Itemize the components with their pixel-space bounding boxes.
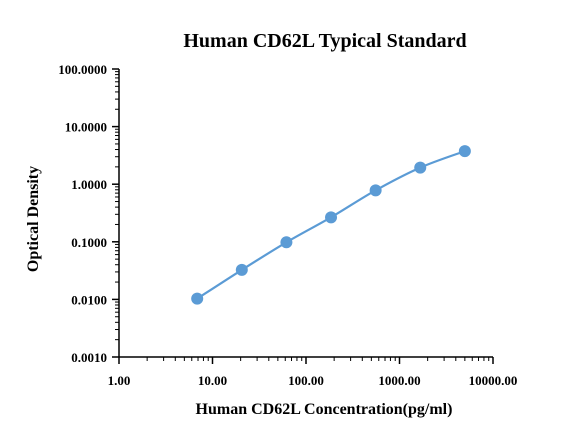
x-tick-label: 1000.00 [378,373,420,388]
fit-curve [196,150,466,300]
x-tick-label: 100.00 [288,373,324,388]
data-point [280,236,293,249]
data-point [191,292,204,305]
y-tick-label: 100.0000 [58,62,107,77]
y-tick-label: 0.0010 [71,350,107,365]
y-tick-label: 0.1000 [71,235,107,250]
y-tick-label: 0.0100 [71,292,107,307]
data-point [325,211,338,224]
x-tick-label: 10000.00 [469,373,518,388]
x-tick-label: 10.00 [198,373,227,388]
axes: 1.00 10.00 100.00 1000.00 10000.00 0.0010 0.01… [58,62,517,388]
y-axis-label: Optical Density [25,166,42,272]
y-tick-label: 1.0000 [71,177,107,192]
x-axis-label: Human CD62L Concentration(pg/ml) [196,401,453,418]
data-point [369,184,382,197]
x-tick-label: 1.00 [108,373,131,388]
data-points-layer [191,145,471,305]
data-point [458,145,471,158]
data-point [414,161,427,174]
chart-title: Human CD62L Typical Standard [183,30,466,52]
fit-curve-layer [196,150,466,300]
y-tick-label: 10.0000 [65,120,107,135]
data-point [235,263,248,276]
